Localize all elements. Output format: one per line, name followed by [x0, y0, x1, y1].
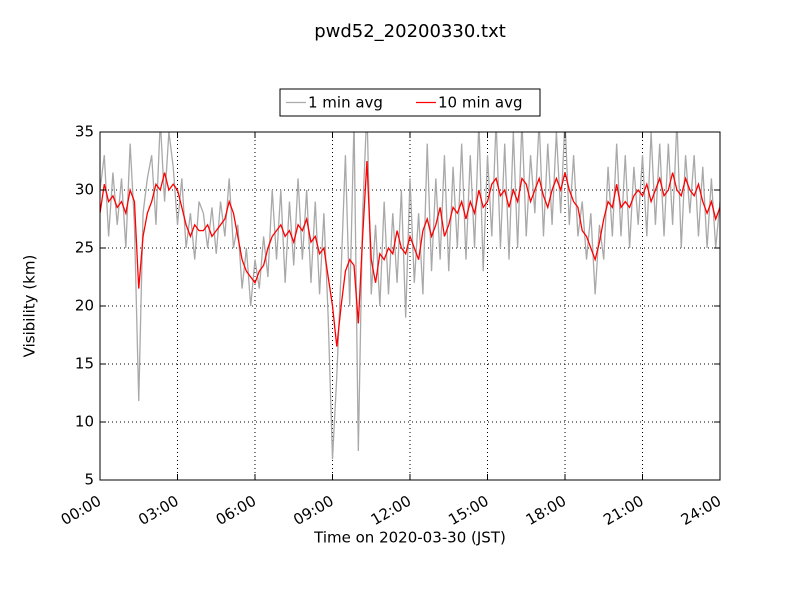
series-line: [100, 132, 720, 460]
legend-box: [279, 88, 541, 117]
y-tick-label: 35: [75, 123, 94, 141]
legend: 1 min avg 10 min avg: [279, 88, 541, 117]
y-tick-label: 10: [75, 413, 94, 431]
y-axis-label: Visibility (km): [21, 255, 39, 358]
y-tick-label: 5: [84, 471, 94, 489]
series-line: [100, 160, 720, 347]
x-axis-label: Time on 2020-03-30 (JST): [313, 529, 506, 547]
chart-title: pwd52_20200330.txt: [314, 21, 506, 42]
plot-lines: [100, 132, 720, 460]
y-tick-label: 15: [75, 355, 94, 373]
y-tick-label: 30: [75, 181, 94, 199]
legend-label: 10 min avg: [438, 94, 523, 112]
legend-label: 1 min avg: [308, 94, 383, 112]
y-tick-label: 20: [75, 297, 94, 315]
y-tick-label: 25: [75, 239, 94, 257]
